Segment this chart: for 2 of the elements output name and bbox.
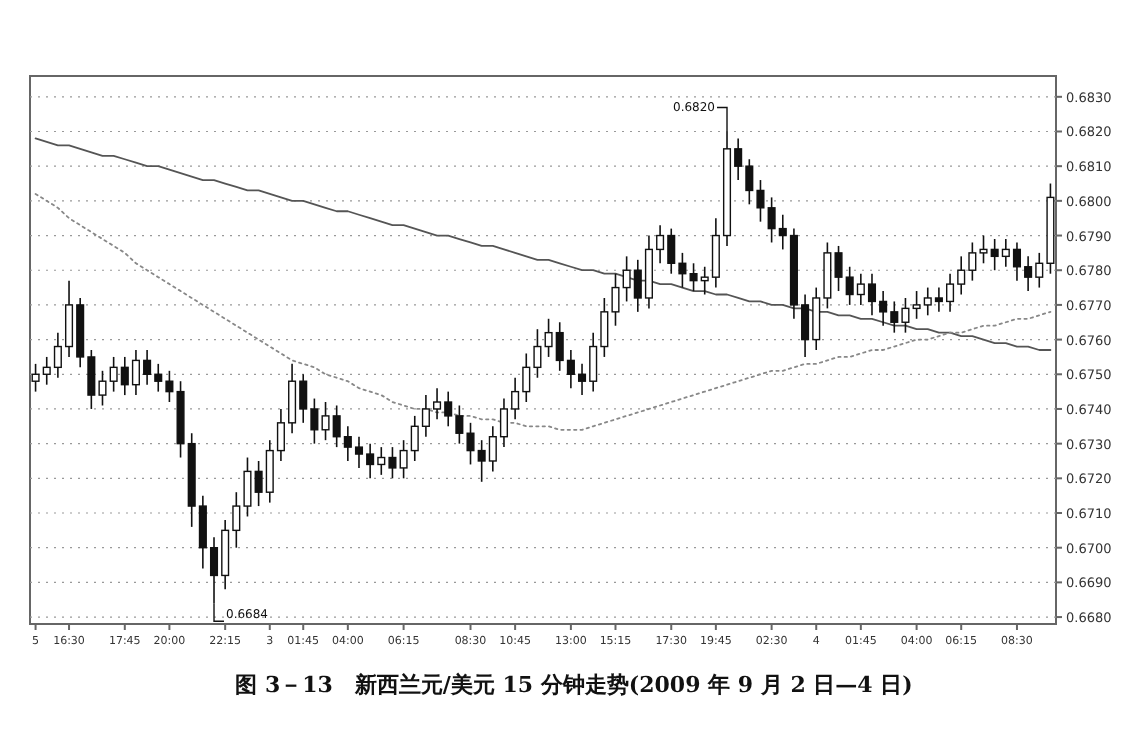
text: 图 3－13 新西兰元/美元 15 分钟走势(2009 年 9 月 2 日—4 日) <box>235 672 913 698</box>
line-series <box>34 137 1052 351</box>
